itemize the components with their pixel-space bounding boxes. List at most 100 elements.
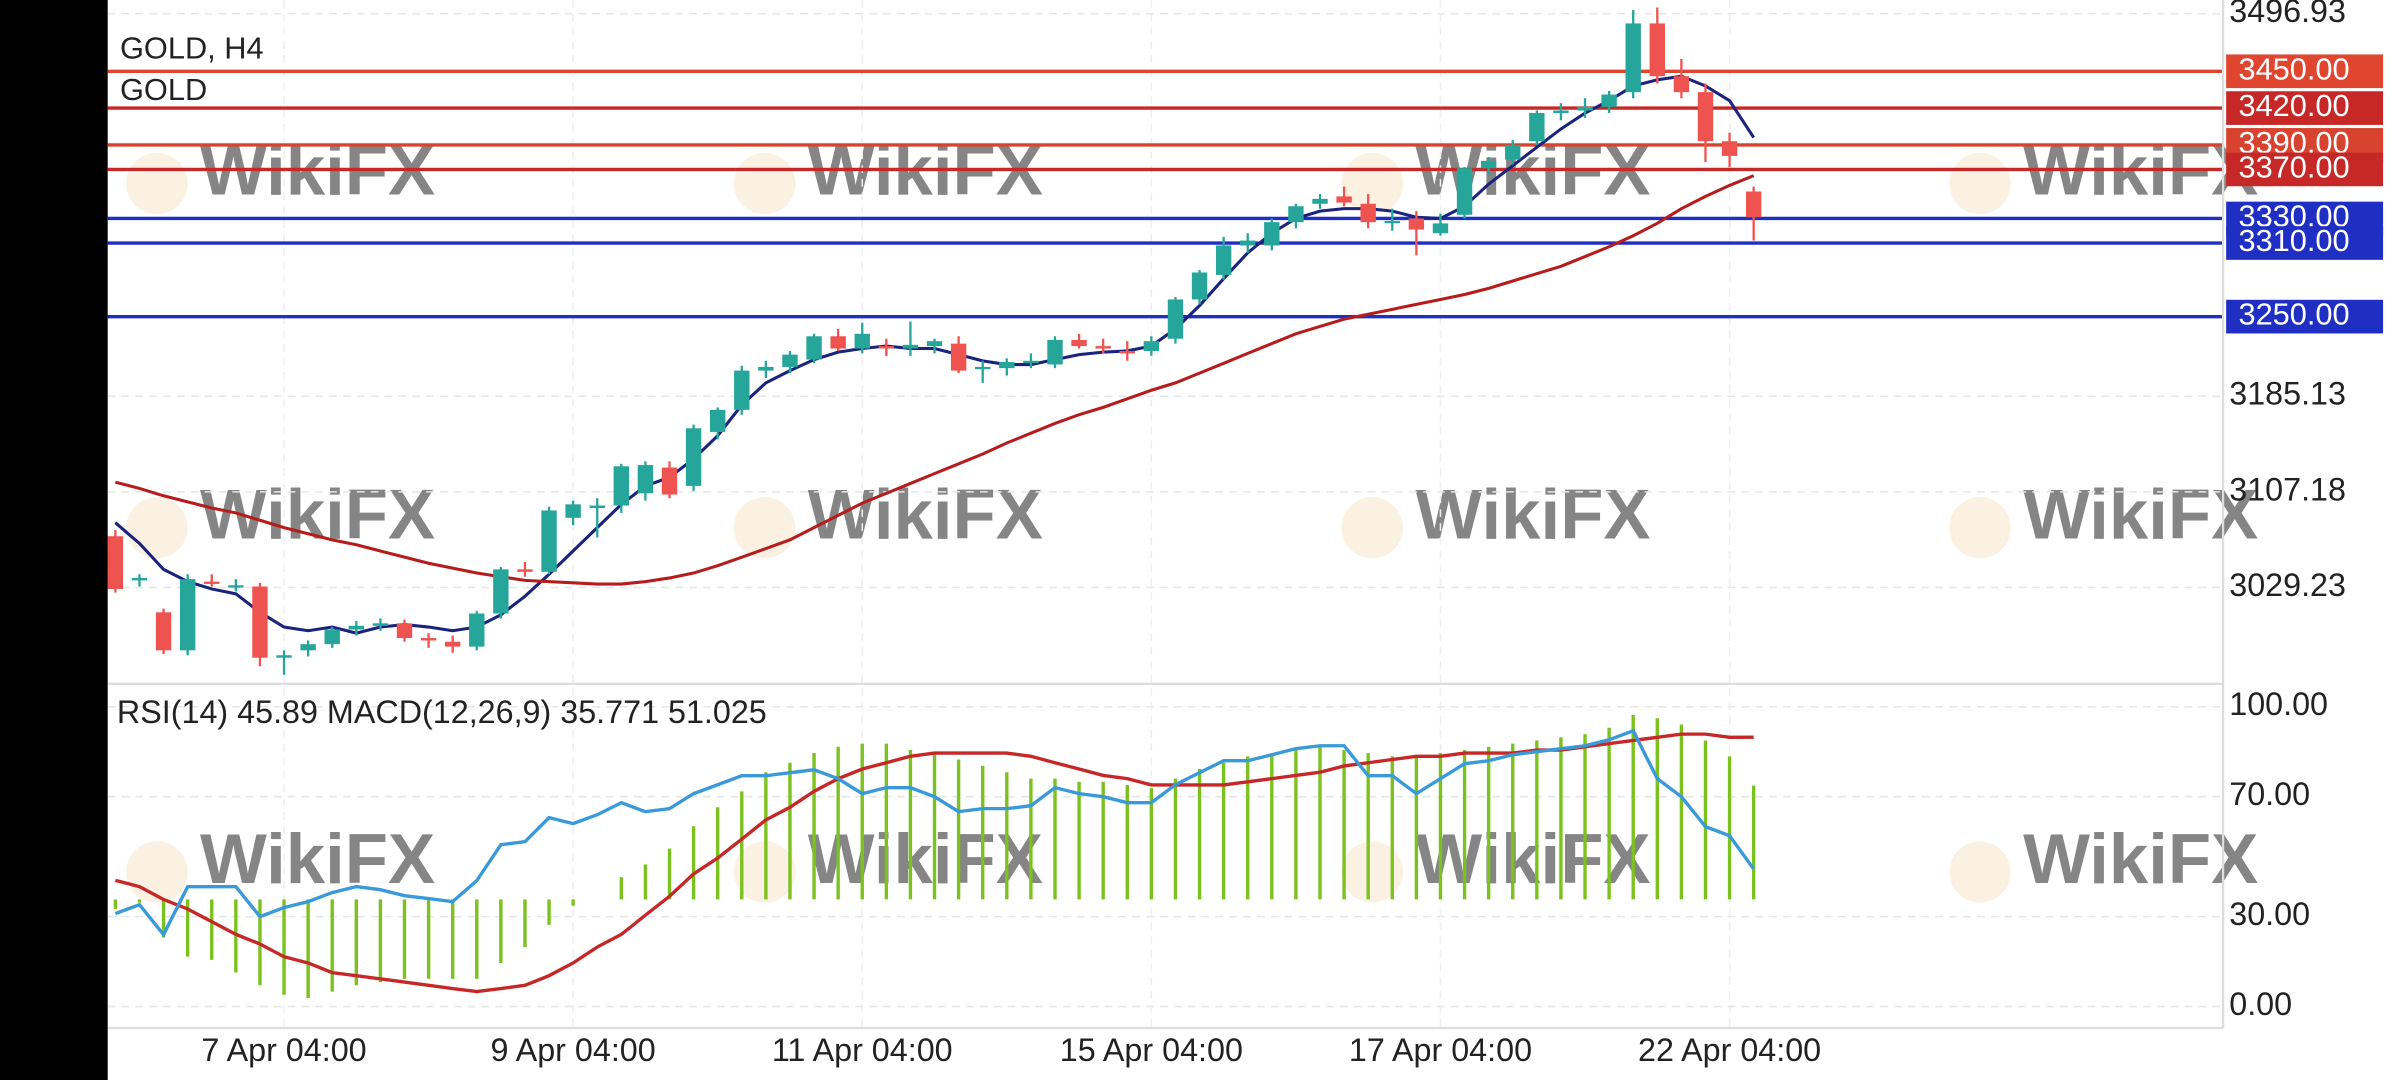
candle-body	[1432, 223, 1449, 234]
candle-body	[1360, 203, 1376, 223]
level-label-box	[2226, 91, 2384, 125]
watermark-logo	[1949, 497, 2011, 559]
candle-body	[1215, 245, 1232, 275]
y-tick-label: 30.00	[2229, 896, 2310, 932]
candle-body	[1288, 206, 1304, 223]
x-tick-label: 15 Apr 04:00	[1060, 1032, 1243, 1068]
candle-body	[1529, 112, 1545, 142]
candle-body	[348, 625, 364, 630]
candle-body	[1312, 198, 1328, 204]
candle-body	[878, 346, 895, 349]
candle-body	[420, 638, 437, 641]
watermark-logo	[1341, 841, 1404, 903]
level-label-box	[2226, 152, 2384, 187]
left-bar	[0, 0, 108, 1080]
candle-body	[1505, 144, 1521, 160]
candle-body	[758, 366, 774, 371]
candle-body	[1721, 141, 1738, 156]
candle-body	[1408, 218, 1425, 230]
candle-body	[685, 428, 702, 486]
candle-body	[1601, 94, 1617, 107]
candle-body	[1553, 110, 1569, 113]
watermark-logo	[1949, 152, 2011, 215]
candle-body	[1336, 196, 1352, 203]
candle-body	[1456, 168, 1473, 215]
x-tick-label: 9 Apr 04:00	[491, 1032, 656, 1068]
level-label: 3250.00	[2238, 297, 2349, 332]
candle-body	[1047, 339, 1063, 365]
candle-body	[1071, 339, 1087, 347]
candle-body	[1745, 191, 1762, 218]
x-tick-label: 11 Apr 04:00	[772, 1032, 953, 1068]
watermark: WikiFX	[200, 819, 435, 898]
level-label-box	[2226, 299, 2384, 334]
candle-body	[444, 641, 461, 647]
y-tick-label: 3029.23	[2229, 567, 2346, 603]
candle-body	[1240, 240, 1256, 246]
candle-body	[830, 336, 846, 349]
indicator-line	[114, 732, 1754, 994]
plot	[107, 7, 2224, 998]
labels: 3029.23 3107.18 3185.13 3496.93 0.00 30.00 70.…	[201, 0, 2384, 1068]
watermark-logo	[126, 152, 188, 215]
candle-body	[493, 569, 509, 614]
x-tick-label: 7 Apr 04:00	[201, 1032, 366, 1068]
candle-body	[1625, 23, 1641, 93]
candle-body	[228, 585, 244, 588]
candle-body	[734, 370, 750, 410]
y-tick-label: 70.00	[2229, 776, 2310, 812]
watermark-logo	[1949, 841, 2011, 903]
candle-body	[806, 336, 822, 360]
x-tick-label: 17 Apr 04:00	[1349, 1032, 1532, 1068]
candle-body	[637, 465, 654, 494]
y-tick-label: 100.00	[2229, 686, 2328, 722]
y-tick-label: 3185.13	[2229, 376, 2346, 412]
candle-body	[661, 467, 678, 495]
candle-body	[1384, 220, 1400, 224]
candle-body	[1167, 299, 1184, 339]
watermark-logo	[1341, 497, 1404, 559]
candle-body	[1023, 360, 1039, 364]
candle-body	[107, 536, 124, 589]
candle-body	[1480, 160, 1497, 169]
level-label: 3370.00	[2238, 150, 2349, 185]
candle-body	[204, 581, 220, 584]
candle-body	[179, 579, 196, 651]
level-label: 3310.00	[2238, 223, 2349, 258]
candle-body	[854, 333, 870, 349]
candle-body	[300, 644, 316, 651]
candle-body	[926, 341, 943, 347]
candle-body	[565, 504, 581, 518]
watermark: WikiFX	[2023, 475, 2258, 554]
candle-body	[613, 466, 630, 506]
candle-body	[782, 354, 798, 367]
candle-body	[372, 623, 389, 626]
y-tick-label: 0.00	[2229, 986, 2292, 1022]
candle-body	[1697, 92, 1714, 142]
candle-body	[1143, 341, 1160, 351]
candle-body	[1119, 350, 1135, 354]
x-tick-label: 22 Apr 04:00	[1638, 1032, 1821, 1068]
indicator-line	[114, 728, 1756, 938]
candle-body	[1673, 76, 1690, 93]
watermark-logo	[126, 841, 188, 903]
level-label: 3450.00	[2238, 51, 2349, 86]
watermark-logo	[126, 497, 188, 559]
candle-body	[999, 362, 1015, 369]
candle-body	[1649, 23, 1665, 77]
y-tick-label: 3496.93	[2229, 0, 2346, 29]
y-tick-label: 3107.18	[2229, 471, 2346, 507]
watermark: WikiFX	[2023, 819, 2258, 898]
chart-title: GOLD, H4	[120, 31, 264, 66]
grid	[107, 0, 2224, 1028]
candle-body	[1191, 272, 1208, 300]
watermark: WikiFX	[1415, 819, 1650, 898]
candle-body	[950, 343, 967, 371]
candle-body	[1095, 346, 1111, 349]
watermark: WikiFX	[808, 475, 1043, 554]
level-label-box	[2226, 226, 2384, 260]
candle-body	[276, 655, 292, 658]
moving-average	[114, 174, 1755, 586]
candle-body	[1577, 106, 1593, 111]
